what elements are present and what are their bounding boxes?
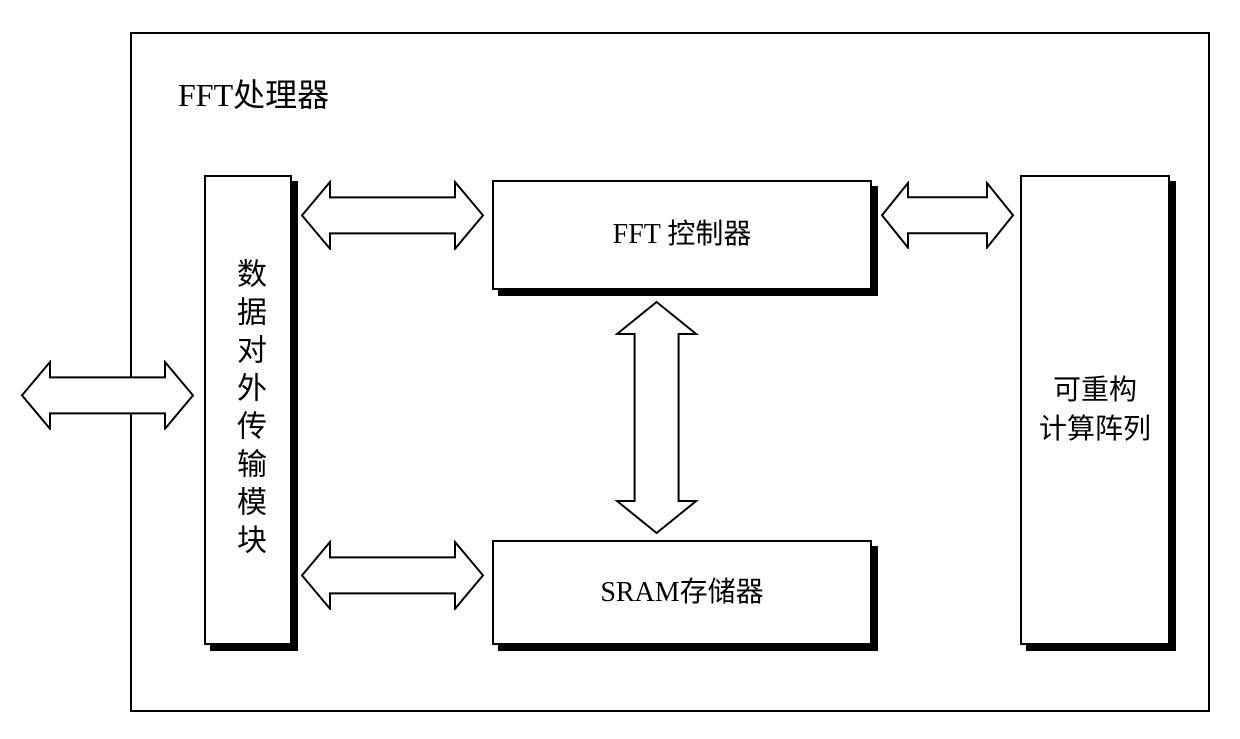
data-io-module-label: 数据对外传输模块 — [227, 258, 269, 562]
arrow-dataio-to-sram — [300, 540, 485, 611]
fft-controller-label: FFT 控制器 — [613, 215, 752, 254]
reconfig-array-label: 可重构 计算阵列 — [1039, 371, 1151, 449]
fft-controller-box: FFT 控制器 — [492, 180, 872, 290]
sram-memory-label: SRAM存储器 — [600, 573, 763, 612]
container-title: FFT处理器 — [178, 70, 329, 116]
reconfig-array-box: 可重构 计算阵列 — [1020, 175, 1170, 645]
arrow-controller-to-reconfig — [880, 181, 1015, 250]
arrow-dataio-to-controller — [300, 180, 485, 251]
sram-memory-box: SRAM存储器 — [492, 540, 872, 645]
arrow-controller-to-sram — [615, 300, 698, 535]
data-io-module-box: 数据对外传输模块 — [204, 175, 292, 645]
arrow-external-to-dataio — [20, 360, 195, 431]
